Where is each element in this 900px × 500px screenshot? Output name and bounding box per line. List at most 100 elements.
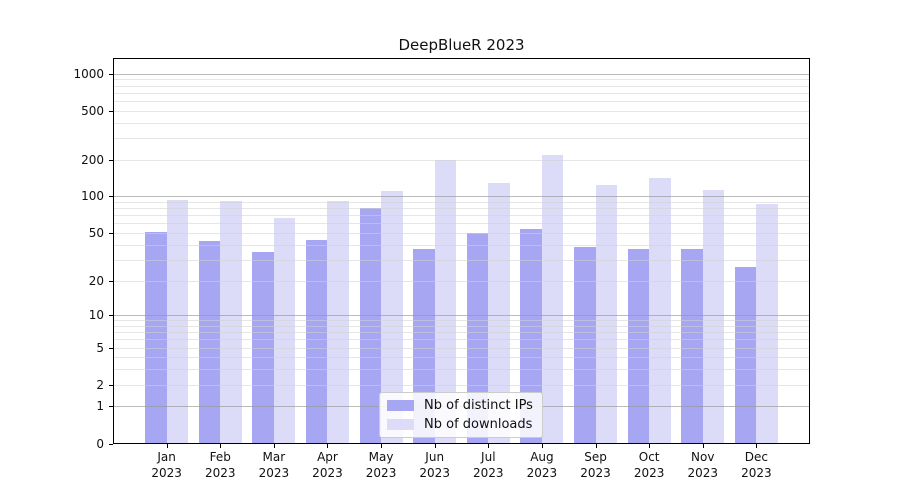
x-tick-mark-feb (220, 444, 222, 448)
x-tick-label-apr: Apr 2023 (312, 450, 343, 480)
bar-distinct-ips-feb (198, 240, 221, 444)
legend-label-downloads: Nb of downloads (424, 417, 533, 432)
bar-downloads-sep (595, 185, 618, 444)
gridline-minor-400 (114, 122, 809, 124)
gridline-major-100 (114, 196, 809, 198)
y-tick-label-50: 50 (88, 226, 104, 241)
gridline-minor-6 (114, 339, 809, 341)
gridline-major-10 (114, 315, 809, 317)
y-tick-label-20: 20 (88, 273, 104, 288)
x-tick-label-jul: Jul 2023 (473, 450, 504, 480)
y-tick-mark-100 (109, 196, 113, 198)
bar-distinct-ips-aug (520, 228, 542, 444)
gridline-minor-50 (114, 233, 809, 235)
y-tick-mark-1 (109, 406, 113, 408)
bar-distinct-ips-dec (734, 267, 757, 444)
x-tick-label-may: May 2023 (365, 450, 397, 480)
bar-distinct-ips-jul (466, 233, 489, 444)
legend: Nb of distinct IPs Nb of downloads (379, 392, 543, 438)
gridline-minor-7 (114, 332, 809, 334)
x-tick-label-aug: Aug 2023 (526, 450, 558, 480)
y-tick-label-1: 1 (96, 399, 104, 414)
y-tick-mark-10 (109, 315, 113, 317)
legend-item-distinct-ips: Nb of distinct IPs (387, 398, 534, 413)
x-tick-mark-apr (327, 444, 329, 448)
x-tick-mark-nov (702, 444, 704, 448)
x-tick-mark-jun (434, 444, 436, 448)
chart-title: DeepBlueR 2023 (398, 36, 525, 54)
bar-downloads-aug (541, 154, 564, 444)
gridline-minor-900 (114, 79, 809, 81)
x-tick-mark-jul (488, 444, 490, 448)
x-tick-label-jun: Jun 2023 (419, 450, 450, 480)
gridline-minor-8 (114, 325, 809, 327)
bar-downloads-nov (702, 190, 725, 444)
bar-downloads-apr (327, 201, 349, 444)
bar-downloads-jun (434, 159, 457, 444)
y-tick-label-500: 500 (81, 103, 104, 118)
y-tick-label-2: 2 (96, 377, 104, 392)
bar-distinct-ips-apr (305, 239, 328, 444)
y-tick-label-200: 200 (81, 152, 104, 167)
y-tick-mark-500 (109, 110, 113, 112)
x-tick-mark-jan (166, 444, 168, 448)
bar-downloads-dec (756, 203, 778, 444)
bar-distinct-ips-nov (681, 248, 703, 444)
x-tick-mark-may (381, 444, 383, 448)
bar-downloads-jul (488, 183, 510, 444)
gridline-minor-40 (114, 244, 809, 246)
bar-downloads-mar (273, 217, 296, 444)
legend-item-downloads: Nb of downloads (387, 417, 534, 432)
y-tick-mark-0 (109, 443, 113, 445)
bar-downloads-feb (220, 200, 242, 444)
x-tick-label-sep: Sep 2023 (580, 450, 611, 480)
legend-swatch-downloads (387, 419, 414, 430)
x-tick-label-oct: Oct 2023 (633, 450, 665, 480)
gridline-minor-60 (114, 223, 809, 225)
y-tick-mark-2 (109, 384, 113, 386)
y-tick-mark-1000 (109, 73, 113, 75)
gridline-minor-700 (114, 92, 809, 94)
legend-label-distinct-ips: Nb of distinct IPs (424, 398, 533, 413)
x-tick-label-mar: Mar 2023 (258, 450, 290, 480)
gridline-minor-2 (114, 384, 809, 386)
y-tick-mark-5 (109, 347, 113, 349)
gridline-minor-500 (114, 110, 809, 112)
y-tick-label-10: 10 (88, 308, 104, 323)
x-tick-label-feb: Feb 2023 (204, 450, 236, 480)
x-tick-label-nov: Nov 2023 (687, 450, 719, 480)
x-tick-label-dec: Dec 2023 (741, 450, 772, 480)
gridline-minor-9 (114, 320, 809, 322)
y-tick-mark-20 (109, 280, 113, 282)
gridline-minor-90 (114, 202, 809, 204)
gridline-minor-200 (114, 159, 809, 161)
gridline-minor-20 (114, 280, 809, 282)
x-tick-mark-sep (595, 444, 597, 448)
y-tick-mark-200 (109, 159, 113, 161)
x-tick-mark-aug (541, 444, 543, 448)
bar-downloads-oct (649, 177, 671, 444)
y-tick-mark-50 (109, 233, 113, 235)
legend-swatch-distinct-ips (387, 400, 414, 411)
gridline-minor-600 (114, 100, 809, 102)
y-tick-label-100: 100 (81, 189, 104, 204)
bar-distinct-ips-oct (627, 248, 650, 444)
y-tick-label-5: 5 (96, 340, 104, 355)
x-tick-mark-oct (649, 444, 651, 448)
gridline-minor-70 (114, 215, 809, 217)
bar-downloads-may (381, 191, 403, 444)
gridline-minor-800 (114, 85, 809, 87)
gridline-minor-30 (114, 259, 809, 261)
x-tick-mark-dec (756, 444, 758, 448)
y-tick-label-1000: 1000 (73, 66, 104, 81)
gridline-minor-3 (114, 369, 809, 371)
x-tick-mark-mar (273, 444, 275, 448)
y-tick-label-0: 0 (96, 436, 104, 451)
bar-distinct-ips-jan (145, 231, 167, 444)
bar-distinct-ips-mar (252, 251, 274, 444)
gridline-minor-4 (114, 357, 809, 359)
x-tick-label-jan: Jan 2023 (151, 450, 182, 480)
gridline-minor-5 (114, 347, 809, 349)
gridline-minor-300 (114, 137, 809, 139)
